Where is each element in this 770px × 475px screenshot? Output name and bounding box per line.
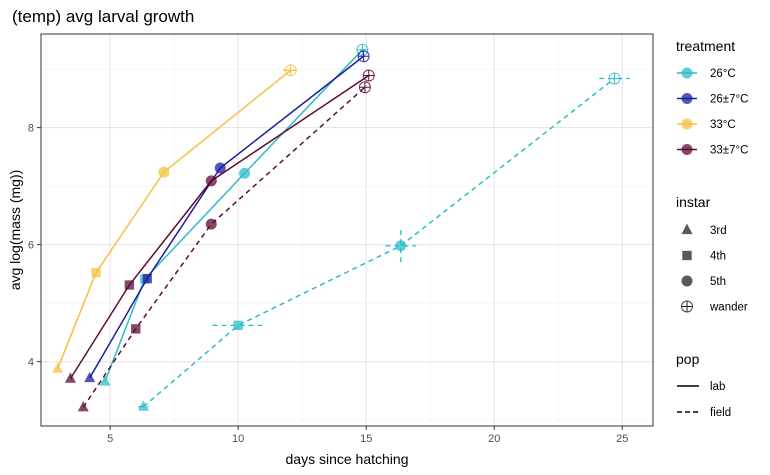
data-point <box>131 324 141 334</box>
legend-key-point <box>681 93 693 104</box>
legend-item-treatment: 26°C <box>677 67 736 80</box>
legend-label: 3rd <box>710 225 727 237</box>
series-line <box>56 69 292 369</box>
series-line <box>69 74 370 380</box>
data-point <box>362 69 375 82</box>
y-tick-label: 4 <box>28 357 34 369</box>
legend-label: 4th <box>710 251 726 263</box>
data-point <box>205 175 217 187</box>
series-line <box>142 77 616 408</box>
legend-title-pop: pop <box>676 351 700 367</box>
data-point <box>84 371 96 383</box>
legend-label: 26°C <box>710 68 736 80</box>
y-tick-label: 8 <box>28 123 34 135</box>
legend: treatment 26°C 26±7°C 33°C 33±7°C instar 3rd 4t… <box>676 38 748 419</box>
legend-title-treatment: treatment <box>676 38 735 54</box>
legend-item-pop: field <box>677 407 731 419</box>
x-tick-label: 10 <box>232 433 244 445</box>
legend-key-shape <box>682 250 692 261</box>
data-point <box>124 280 135 290</box>
legend-key-shape <box>681 223 693 235</box>
data-point <box>52 362 64 373</box>
legend-key-shape <box>681 300 693 313</box>
legend-label: 26±7°C <box>710 94 748 106</box>
grid <box>41 34 653 426</box>
legend-item-instar: wander <box>681 300 748 314</box>
series-line <box>89 55 365 379</box>
legend-label: 33°C <box>710 119 736 131</box>
y-tick-label: 6 <box>28 240 34 252</box>
legend-item-treatment: 33±7°C <box>677 144 748 157</box>
legend-label: 33±7°C <box>710 145 748 157</box>
data-point <box>284 64 297 77</box>
series-4 <box>64 69 375 383</box>
series-2 <box>84 50 370 383</box>
data-point <box>214 162 226 174</box>
data-point <box>137 400 149 411</box>
legend-key-shape <box>681 275 693 287</box>
x-tick-label: 5 <box>107 433 113 445</box>
axes: 5 10 15 20 25 4 6 8 <box>28 123 629 445</box>
data-point <box>99 375 111 386</box>
series-line <box>82 86 366 408</box>
legend-key-point <box>681 67 693 79</box>
data-point <box>64 372 76 383</box>
data-point <box>233 320 243 331</box>
data-point <box>239 167 251 179</box>
series-layer <box>52 43 630 412</box>
series-1 <box>137 72 630 411</box>
plot-background <box>41 34 653 426</box>
legend-label: 5th <box>710 276 726 288</box>
legend-key-point <box>681 118 693 130</box>
data-point <box>91 268 101 278</box>
data-point <box>77 400 89 412</box>
legend-item-treatment: 33°C <box>677 118 736 131</box>
plot-border <box>40 33 654 427</box>
data-point <box>158 166 170 178</box>
legend-key-point <box>681 144 693 155</box>
legend-item-treatment: 26±7°C <box>677 93 748 106</box>
series-3 <box>52 64 299 373</box>
legend-label: lab <box>710 381 725 393</box>
x-tick-label: 25 <box>616 433 628 445</box>
legend-title-instar: instar <box>676 194 711 210</box>
y-axis-title: avg log(mass (mg)) <box>7 170 23 291</box>
series-5 <box>77 81 371 412</box>
chart-title: (temp) avg larval growth <box>12 7 194 26</box>
data-point <box>142 273 152 284</box>
x-axis-title: days since hatching <box>286 451 409 467</box>
legend-label: field <box>710 407 731 419</box>
data-point <box>205 218 217 230</box>
x-tick-label: 20 <box>488 433 500 445</box>
legend-item-instar: 5th <box>681 275 726 288</box>
data-point <box>395 240 407 252</box>
data-point <box>356 43 369 56</box>
series-line <box>104 49 363 382</box>
legend-label: wander <box>709 302 748 314</box>
x-tick-label: 15 <box>360 433 372 445</box>
legend-item-instar: 3rd <box>681 223 727 237</box>
data-point <box>358 81 371 94</box>
legend-item-instar: 4th <box>682 251 726 263</box>
data-point <box>357 50 370 63</box>
legend-item-pop: lab <box>677 381 725 393</box>
data-point <box>608 72 621 85</box>
